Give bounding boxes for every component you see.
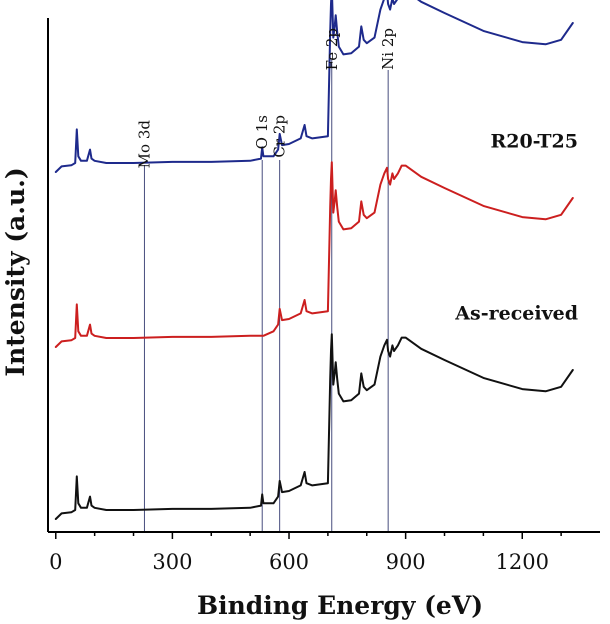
- y-axis-title: Intensity (a.u.): [1, 167, 30, 376]
- series-label-r20-t25: R20-T25: [490, 131, 578, 153]
- x-tick-label: 0: [49, 550, 62, 574]
- peak-label-o-1s: O 1s: [253, 115, 271, 149]
- peak-label-ni-2p: Ni 2p: [379, 28, 397, 70]
- peak-label-cr-2p: Cr 2p: [271, 115, 289, 158]
- x-tick-label: 600: [269, 550, 309, 574]
- x-tick-label: 1200: [496, 550, 549, 574]
- peak-reference-lines: [143, 60, 389, 532]
- x-tick-label: 300: [152, 550, 192, 574]
- peak-labels: Mo 3d O 1s Cr 2p Fe 2p Ni 2p: [135, 28, 397, 168]
- series-line-as-received: [54, 333, 574, 520]
- series-line-r20-t25: [54, 161, 574, 348]
- series-group: [54, 0, 574, 520]
- peak-label-fe-2p: Fe 2p: [323, 28, 341, 70]
- peak-label-mo-3d: Mo 3d: [135, 120, 153, 169]
- x-tick-label: 900: [386, 550, 426, 574]
- x-ticks: 0 300 600 900 1200: [49, 532, 562, 574]
- axes: [47, 18, 600, 533]
- x-axis-title: Binding Energy (eV): [197, 591, 483, 620]
- series-line-r40-t25: [54, 0, 574, 173]
- series-label-as-received: As-received: [454, 303, 578, 325]
